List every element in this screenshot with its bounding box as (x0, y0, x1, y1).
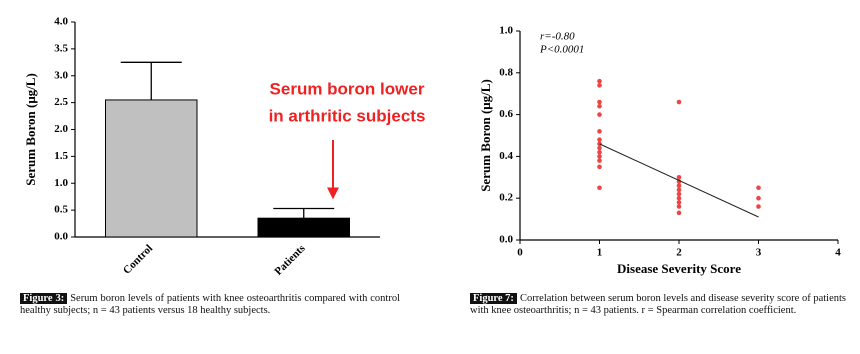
figures: 0.0 0.5 1.0 1.5 2.0 2.5 3.0 3.5 4.0 Serum Boron (… (23, 16, 841, 278)
point (676, 187, 682, 193)
y-tick-label: 0.6 (499, 108, 513, 120)
point (597, 185, 602, 191)
y-tick-label: 0.5 (54, 204, 68, 216)
point (597, 99, 602, 105)
y-tick-label: 4.0 (54, 16, 68, 28)
y-tick-label: 3.0 (54, 69, 68, 81)
annotation: in arthritic subjects (269, 106, 426, 125)
point (597, 112, 602, 117)
y-tick-label: 0.4 (499, 150, 513, 162)
x-tick-label: 1 (597, 247, 603, 259)
y-tick-label: 0.2 (499, 192, 513, 204)
point (676, 191, 682, 197)
y-axis-label: Serum Boron (μg/L) (478, 79, 493, 192)
point (676, 175, 682, 180)
point (676, 210, 682, 216)
point (597, 129, 602, 134)
caption-text: Correlation between serum boron levels a… (470, 293, 846, 316)
x-tick-label: 3 (756, 247, 762, 259)
point (676, 195, 682, 201)
caption-label: Figure 7: (470, 293, 517, 304)
caption-text: Serum boron levels of patients with knee… (20, 293, 400, 316)
point (756, 204, 761, 209)
annotation: Serum boron lower (270, 79, 425, 98)
x-tick-label: Patients (272, 242, 308, 278)
point (597, 149, 602, 155)
y-tick-label: 0.0 (499, 234, 513, 246)
fit-line (599, 143, 759, 218)
y-tick-label: 1.0 (54, 177, 68, 189)
point (676, 200, 682, 205)
caption: Figure 3: Serum boron levels of patients … (20, 293, 400, 317)
bar (105, 99, 198, 238)
point (676, 99, 682, 105)
bar (257, 217, 350, 238)
point (756, 195, 761, 201)
x-tick-label: 0 (517, 247, 523, 259)
point (597, 158, 602, 163)
point (597, 154, 602, 159)
x-tick-label: 4 (835, 247, 841, 259)
x-axis-label: Disease Severity Score (617, 261, 741, 276)
annotation: r=-0.80 (540, 31, 575, 43)
point (676, 183, 682, 188)
y-tick-label: 2.5 (54, 96, 68, 108)
point (676, 204, 682, 209)
x-tick-label: Control (121, 242, 155, 276)
point (597, 137, 602, 142)
point (597, 145, 602, 151)
point (597, 83, 602, 88)
x-tick-label: 2 (676, 247, 682, 259)
y-tick-label: 1.0 (499, 25, 513, 37)
point (597, 164, 602, 170)
y-axis-label: Serum Boron (μg/L) (23, 73, 38, 186)
point (756, 185, 761, 191)
y-tick-label: 0.0 (54, 231, 68, 243)
y-tick-label: 1.5 (54, 150, 68, 162)
point (597, 78, 602, 84)
caption: Figure 7: Correlation between serum boron… (470, 293, 846, 317)
annotation: P<0.0001 (539, 44, 584, 56)
y-tick-label: 2.0 (54, 123, 68, 135)
caption-label: Figure 3: (20, 293, 68, 304)
point (597, 103, 602, 109)
y-tick-label: 3.5 (54, 42, 68, 54)
y-tick-label: 0.8 (499, 66, 513, 78)
